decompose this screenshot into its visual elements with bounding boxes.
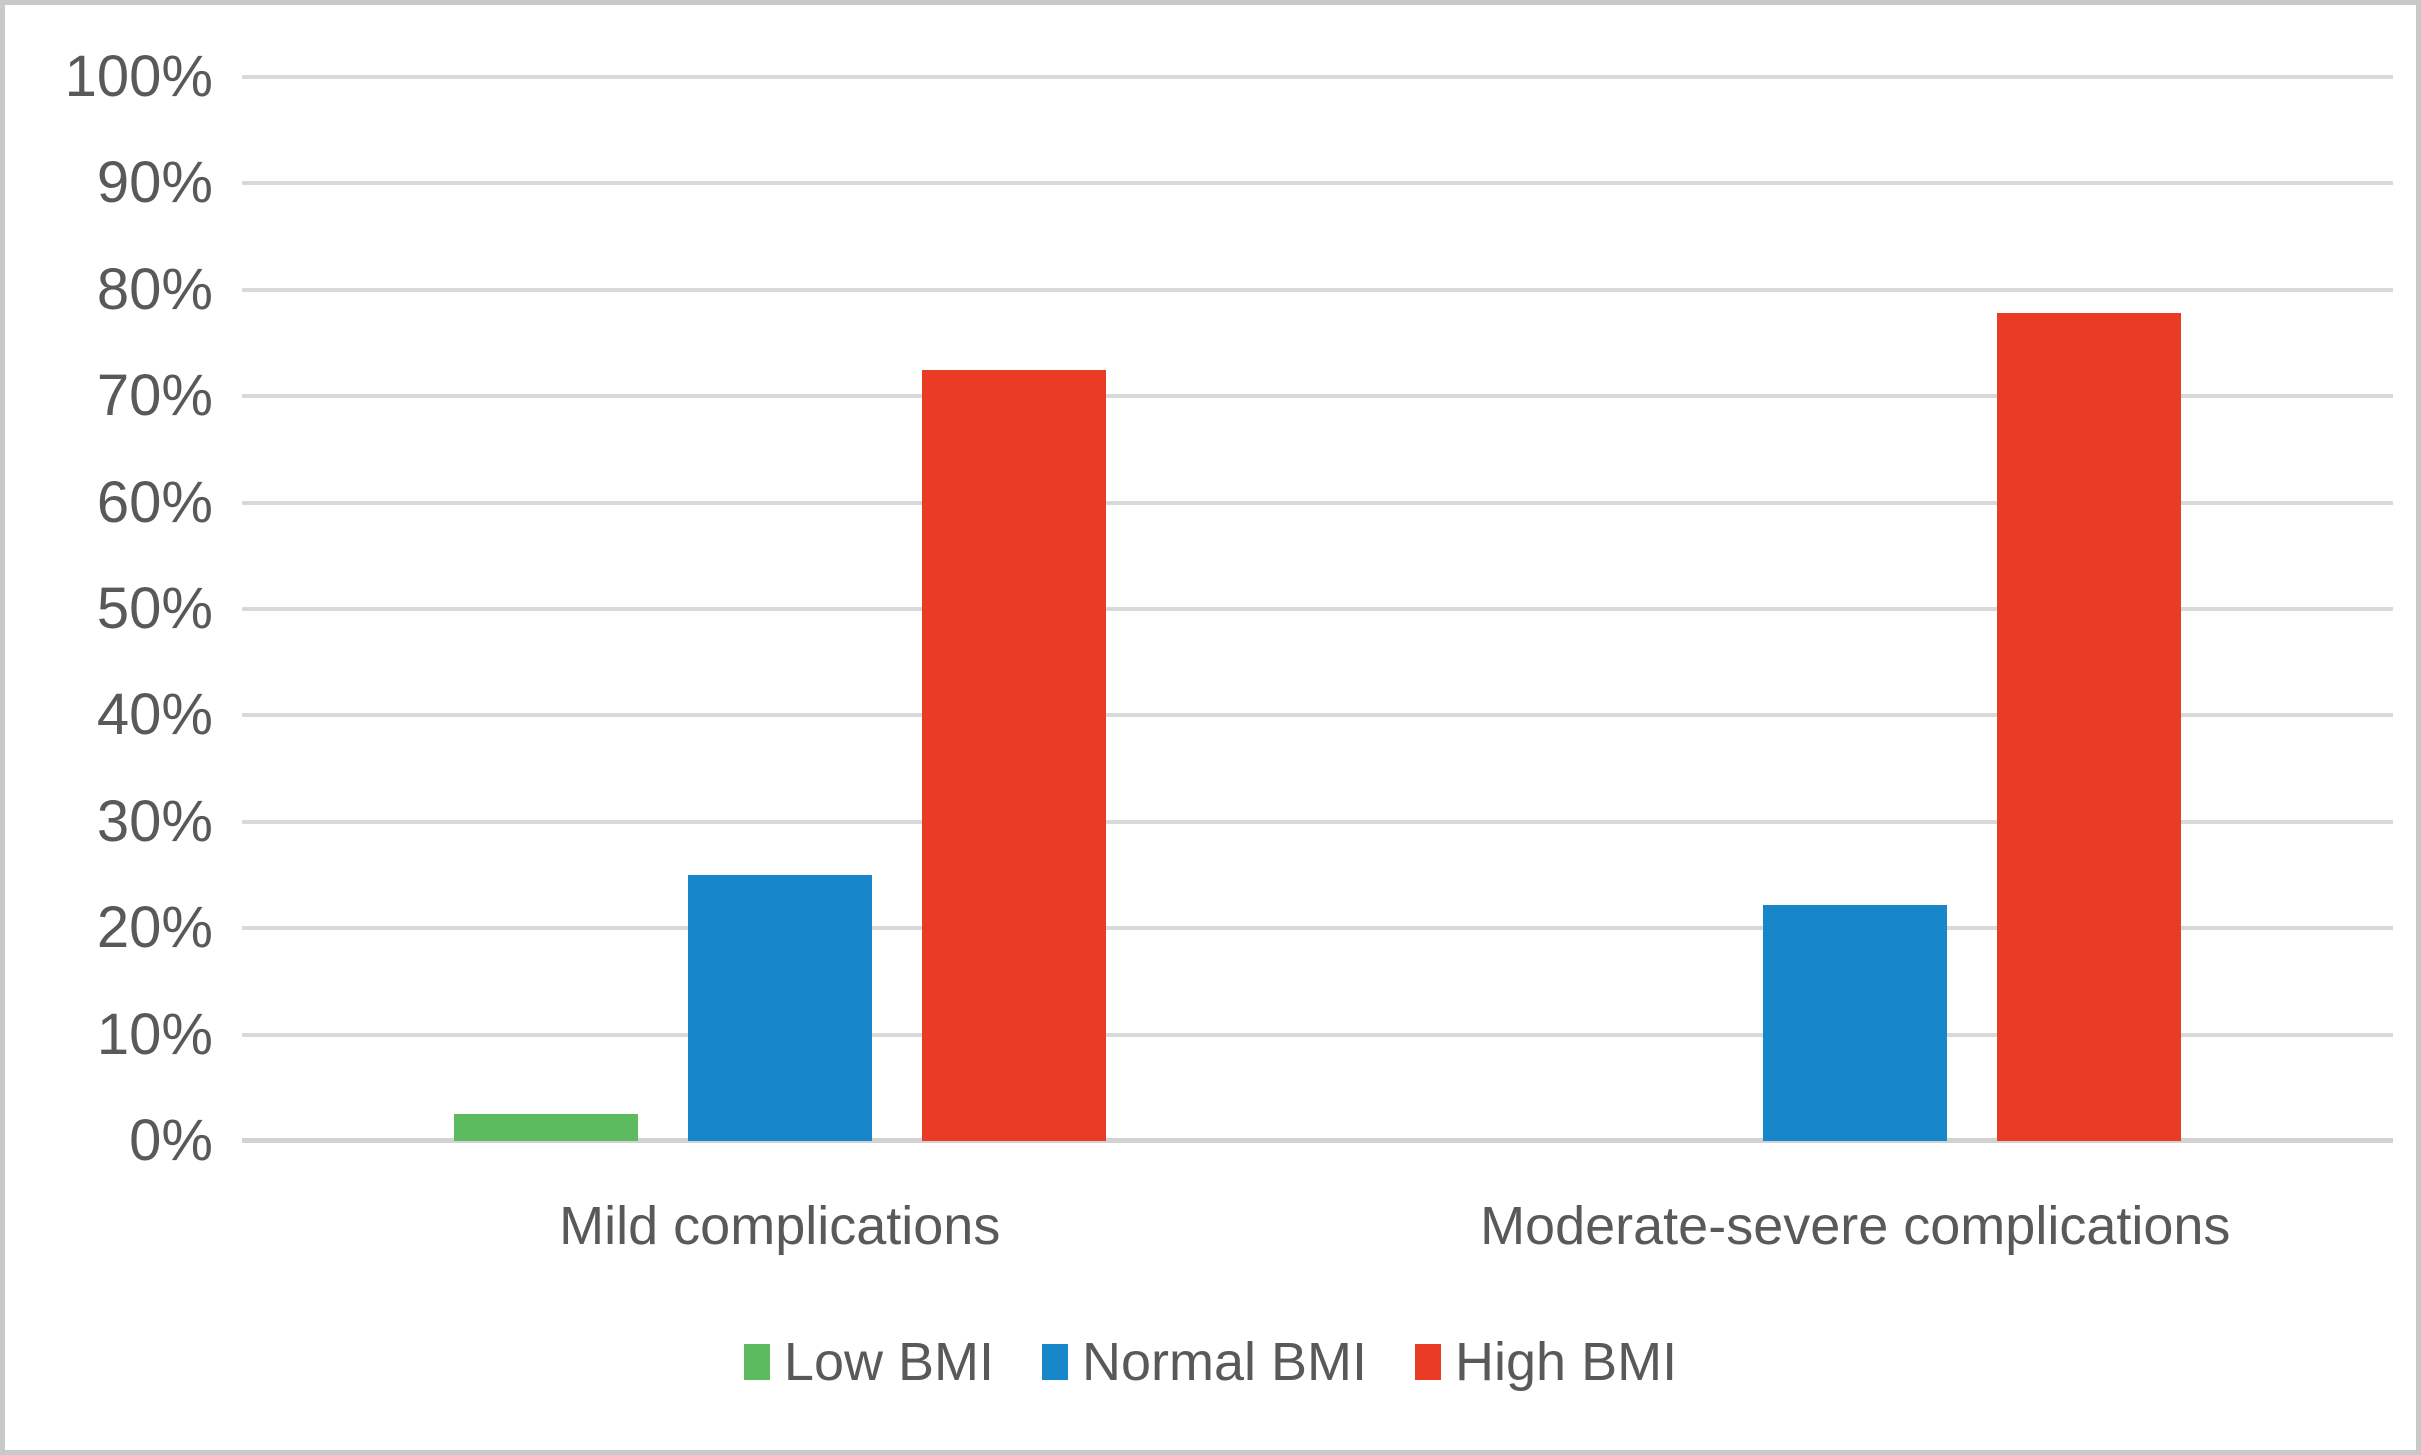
- gridline-60: [242, 500, 2393, 505]
- bar-low-bmi-mild-complications: [453, 1114, 638, 1141]
- y-tick-label-50: 50%: [96, 576, 213, 641]
- category-label-mild-complications: Mild complications: [559, 1196, 1001, 1256]
- y-tick-label-90: 90%: [96, 150, 213, 216]
- gridline-90: [242, 181, 2393, 186]
- y-tick-label-20: 20%: [96, 895, 213, 961]
- legend-label-low-bmi: Low BMI: [783, 1332, 994, 1392]
- gridline-80: [242, 287, 2393, 292]
- gridline-40: [242, 713, 2393, 718]
- legend-label-high-bmi: High BMI: [1455, 1332, 1678, 1392]
- legend-item-low-bmi: Low BMI: [743, 1332, 994, 1392]
- legend-swatch-normal-bmi: [1041, 1344, 1068, 1380]
- gridline-30: [242, 819, 2393, 824]
- legend-label-normal-bmi: Normal BMI: [1081, 1332, 1368, 1392]
- y-axis: 0% 10% 20% 30% 40% 50% 60% 70% 80% 90% 100%: [5, 48, 213, 1170]
- bar-normal-bmi-mild-complications: [687, 875, 872, 1141]
- plot-area: [242, 75, 2393, 1143]
- y-tick-label-0: 0%: [129, 1108, 213, 1173]
- y-tick-label-60: 60%: [96, 469, 213, 535]
- x-axis-line: [242, 1138, 2393, 1143]
- legend-item-high-bmi: High BMI: [1415, 1335, 1677, 1389]
- y-tick-label-30: 30%: [96, 788, 213, 854]
- gridline-50: [242, 607, 2393, 611]
- legend-item-normal-bmi: Normal BMI: [1041, 1332, 1368, 1392]
- bar-high-bmi-mild-complications: [921, 369, 1106, 1141]
- gridline-70: [242, 394, 2393, 399]
- y-tick-label-40: 40%: [96, 682, 213, 748]
- y-tick-label-100: 100%: [64, 44, 213, 109]
- legend-swatch-low-bmi: [743, 1344, 770, 1380]
- gridline-10: [242, 1032, 2393, 1037]
- bar-high-bmi-moderate-severe-complications: [1997, 313, 2182, 1141]
- legend-swatch-high-bmi: [1415, 1344, 1442, 1380]
- y-tick-label-70: 70%: [96, 363, 213, 429]
- y-tick-label-80: 80%: [96, 256, 213, 322]
- category-label-moderate-severe-complications: Moderate-severe complications: [1480, 1196, 2231, 1256]
- y-tick-label-10: 10%: [96, 1001, 213, 1067]
- x-axis-category-labels: Mild complications Moderate-severe compli…: [242, 1195, 2393, 1265]
- bar-normal-bmi-moderate-severe-complications: [1763, 904, 1948, 1141]
- gridline-100: [242, 75, 2393, 79]
- legend: Low BMI Normal BMI High BMI: [5, 1327, 2416, 1397]
- gridline-20: [242, 926, 2393, 931]
